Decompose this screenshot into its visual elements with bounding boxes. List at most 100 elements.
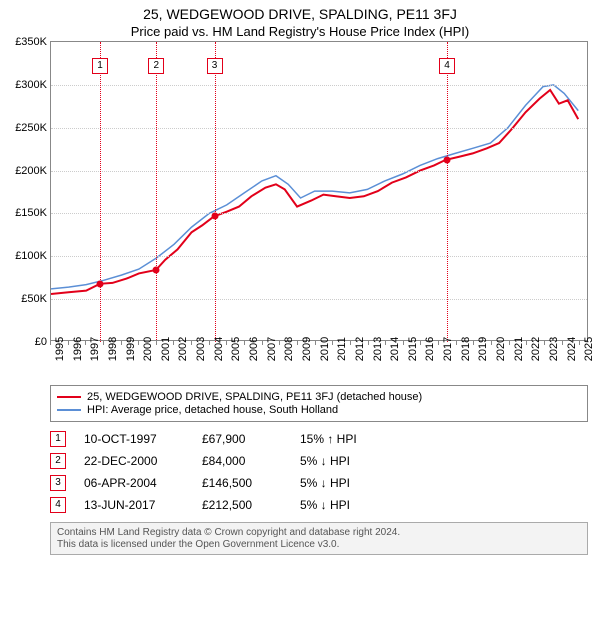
legend-swatch (57, 396, 81, 398)
footer-copyright: Contains HM Land Registry data © Crown c… (57, 527, 581, 538)
x-axis-label: 2010 (319, 337, 331, 361)
y-axis-label: £150K (15, 207, 51, 219)
sale-index-box: 1 (50, 431, 66, 447)
x-tick (156, 341, 157, 345)
x-axis-label: 2011 (336, 337, 348, 361)
x-tick (279, 341, 280, 345)
sale-marker-dot (211, 213, 218, 220)
legend-label: 25, WEDGEWOOD DRIVE, SPALDING, PE11 3FJ … (87, 391, 422, 403)
x-axis-label: 2014 (389, 337, 401, 361)
sale-price: £212,500 (202, 498, 282, 512)
x-tick (68, 341, 69, 345)
series-price_paid (51, 90, 578, 294)
y-axis-label: £100K (15, 250, 51, 262)
sale-hpi-delta: 5% ↓ HPI (300, 476, 410, 490)
title-address: 25, WEDGEWOOD DRIVE, SPALDING, PE11 3FJ (0, 6, 600, 22)
x-axis-label: 2017 (442, 337, 454, 361)
sale-marker-box: 3 (207, 58, 223, 74)
legend-item: HPI: Average price, detached house, Sout… (57, 404, 581, 416)
series-hpi (51, 85, 578, 289)
x-axis-label: 1996 (72, 337, 84, 361)
x-tick (226, 341, 227, 345)
sale-index-box: 2 (50, 453, 66, 469)
x-axis-label: 2004 (213, 337, 225, 361)
x-axis-label: 2001 (160, 337, 172, 361)
x-tick (420, 341, 421, 345)
x-tick (509, 341, 510, 345)
x-axis-label: 1999 (125, 337, 137, 361)
y-axis-label: £250K (15, 122, 51, 134)
sale-price: £84,000 (202, 454, 282, 468)
x-axis-label: 2003 (195, 337, 207, 361)
x-tick (368, 341, 369, 345)
x-axis-label: 2006 (248, 337, 260, 361)
x-axis-label: 2023 (548, 337, 560, 361)
sale-row: 110-OCT-1997£67,90015% ↑ HPI (50, 428, 588, 450)
x-axis-label: 2005 (230, 337, 242, 361)
x-axis-label: 1995 (54, 337, 66, 361)
x-tick (191, 341, 192, 345)
x-tick (315, 341, 316, 345)
sales-table: 110-OCT-1997£67,90015% ↑ HPI222-DEC-2000… (50, 428, 588, 516)
page: 25, WEDGEWOOD DRIVE, SPALDING, PE11 3FJ … (0, 0, 600, 555)
x-axis-label: 2002 (177, 337, 189, 361)
x-tick (544, 341, 545, 345)
sale-date: 10-OCT-1997 (84, 432, 184, 446)
x-axis-label: 2015 (407, 337, 419, 361)
x-tick (562, 341, 563, 345)
x-tick (456, 341, 457, 345)
y-axis-label: £350K (15, 36, 51, 48)
x-tick (173, 341, 174, 345)
x-tick (491, 341, 492, 345)
x-axis-label: 2000 (142, 337, 154, 361)
sale-marker-dot (444, 156, 451, 163)
legend-swatch (57, 409, 81, 411)
gridline (51, 171, 587, 172)
x-axis-label: 1998 (107, 337, 119, 361)
x-axis-label: 2022 (530, 337, 542, 361)
x-axis-label: 1997 (89, 337, 101, 361)
sale-marker-box: 2 (148, 58, 164, 74)
sale-hpi-delta: 15% ↑ HPI (300, 432, 410, 446)
sale-row: 306-APR-2004£146,5005% ↓ HPI (50, 472, 588, 494)
sale-marker-dot (97, 280, 104, 287)
x-axis-label: 2020 (495, 337, 507, 361)
x-axis-label: 2021 (513, 337, 525, 361)
x-tick (579, 341, 580, 345)
sale-row: 413-JUN-2017£212,5005% ↓ HPI (50, 494, 588, 516)
sale-hpi-delta: 5% ↓ HPI (300, 498, 410, 512)
sale-date: 13-JUN-2017 (84, 498, 184, 512)
x-axis-label: 2018 (460, 337, 472, 361)
gridline (51, 213, 587, 214)
y-axis-label: £300K (15, 79, 51, 91)
x-tick (244, 341, 245, 345)
x-tick (297, 341, 298, 345)
x-tick (138, 341, 139, 345)
x-tick (526, 341, 527, 345)
sale-marker-box: 1 (92, 58, 108, 74)
x-tick (103, 341, 104, 345)
x-tick (385, 341, 386, 345)
x-axis-label: 2019 (477, 337, 489, 361)
title-block: 25, WEDGEWOOD DRIVE, SPALDING, PE11 3FJ … (0, 0, 600, 41)
x-tick (332, 341, 333, 345)
x-axis-label: 2009 (301, 337, 313, 361)
x-axis-label: 2008 (283, 337, 295, 361)
gridline (51, 299, 587, 300)
gridline (51, 256, 587, 257)
sale-date: 22-DEC-2000 (84, 454, 184, 468)
sale-row: 222-DEC-2000£84,0005% ↓ HPI (50, 450, 588, 472)
sale-index-box: 3 (50, 475, 66, 491)
x-axis-label: 2024 (566, 337, 578, 361)
sale-price: £146,500 (202, 476, 282, 490)
gridline (51, 85, 587, 86)
sale-marker-line (156, 42, 157, 342)
sale-marker-line (215, 42, 216, 342)
legend-item: 25, WEDGEWOOD DRIVE, SPALDING, PE11 3FJ … (57, 391, 581, 403)
y-axis-label: £50K (21, 293, 51, 305)
x-tick (85, 341, 86, 345)
x-tick (350, 341, 351, 345)
x-tick (50, 341, 51, 345)
sale-marker-line (447, 42, 448, 342)
x-tick (403, 341, 404, 345)
